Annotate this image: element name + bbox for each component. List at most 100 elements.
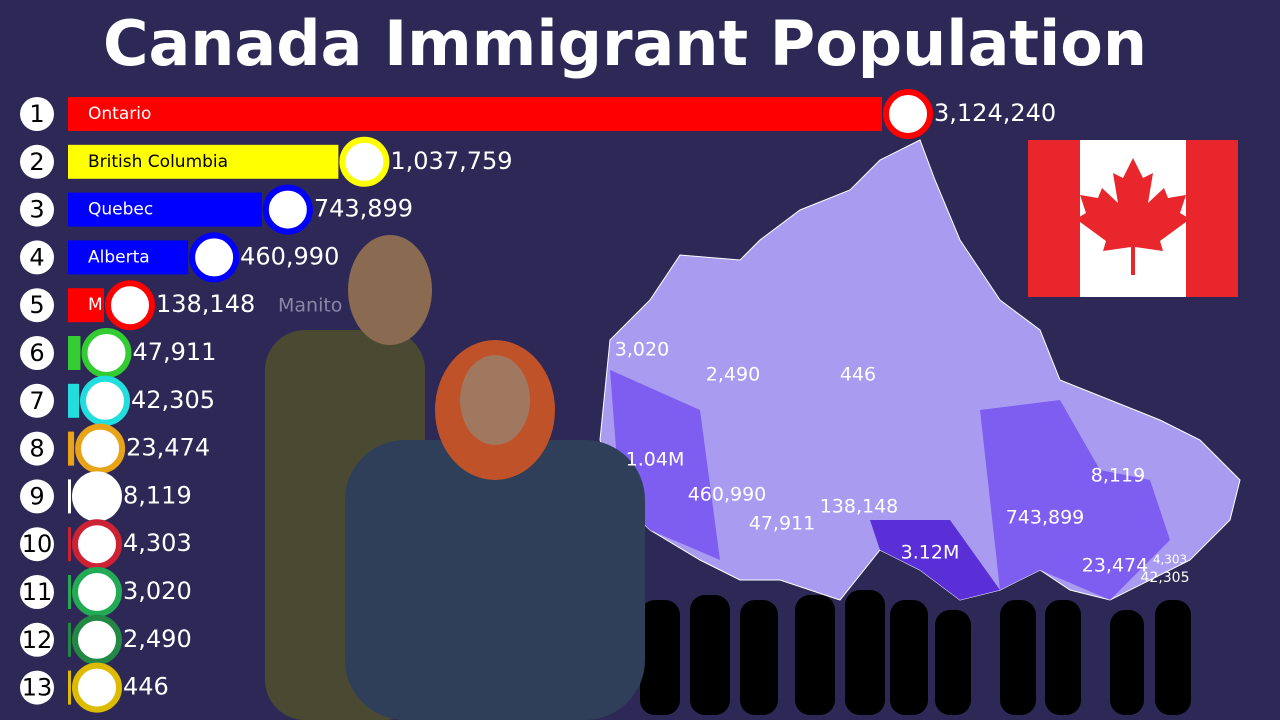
rank-badge xyxy=(20,97,54,131)
bar xyxy=(68,192,262,227)
rank-label: 5 xyxy=(29,291,44,319)
value-label: 460,990 xyxy=(240,242,339,270)
value-label: 8,119 xyxy=(123,481,192,509)
rank-badge xyxy=(20,622,54,657)
map-label: 42,305 xyxy=(1141,570,1190,586)
silhouette xyxy=(845,590,885,715)
figure-woman xyxy=(345,440,645,720)
map-label: 743,899 xyxy=(1006,507,1085,529)
silhouette xyxy=(890,600,928,715)
silhouette xyxy=(935,610,971,715)
chart-title: Canada Immigrant Population xyxy=(103,7,1147,80)
bar xyxy=(68,240,189,275)
flag-icon xyxy=(72,614,122,665)
value-label: 138,148 xyxy=(156,290,255,318)
flag-icon xyxy=(339,136,390,187)
rank-label: 8 xyxy=(29,435,44,463)
flag-icon xyxy=(80,375,131,426)
bar xyxy=(68,336,81,370)
maple-leaf xyxy=(1076,158,1190,275)
silhouette xyxy=(1000,600,1036,715)
rank-label: 2 xyxy=(29,148,44,176)
annotation: Manito xyxy=(278,295,342,317)
category-label: M xyxy=(88,295,103,315)
value-label: 3,020 xyxy=(123,577,192,605)
category-label: Quebec xyxy=(88,200,153,220)
map-label: 2,490 xyxy=(706,364,760,386)
value-label: 42,305 xyxy=(131,386,215,414)
figure-woman-head xyxy=(460,355,530,445)
bar xyxy=(68,575,71,609)
bar xyxy=(68,144,339,179)
value-label: 1,037,759 xyxy=(390,147,512,175)
rank-badge xyxy=(20,670,54,705)
flag-band xyxy=(1186,140,1238,297)
map-label: 23,474 xyxy=(1082,555,1148,577)
map-label: 138,148 xyxy=(820,496,899,518)
map-label: 8,119 xyxy=(1091,465,1145,487)
silhouette xyxy=(1045,600,1081,715)
flag-icon xyxy=(883,89,933,139)
map-label: 4,303 xyxy=(1153,553,1187,567)
bar xyxy=(68,622,71,657)
rank-label: 12 xyxy=(22,626,53,654)
rank-badge xyxy=(20,144,54,179)
flag-band xyxy=(1028,140,1080,297)
illustration xyxy=(265,235,645,720)
rank-label: 3 xyxy=(29,196,44,224)
value-label: 446 xyxy=(123,673,169,701)
rank-badge xyxy=(20,288,54,323)
map-label: 47,911 xyxy=(749,513,815,535)
flag-icon xyxy=(189,232,240,283)
flag-icon xyxy=(104,280,155,331)
value-label: 4,303 xyxy=(123,529,192,557)
rank-badge xyxy=(20,431,54,466)
silhouette xyxy=(1110,610,1144,715)
bar xyxy=(68,97,882,131)
rank-badge xyxy=(20,192,54,227)
rank-label: 1 xyxy=(29,100,44,128)
people-silhouettes xyxy=(640,590,1191,715)
flag-icon xyxy=(81,328,132,378)
map-region xyxy=(980,400,1170,600)
flag-icon xyxy=(72,519,122,570)
rank-label: 7 xyxy=(29,387,44,415)
rank-label: 13 xyxy=(22,674,53,702)
bar xyxy=(68,288,104,323)
map-label: 3,020 xyxy=(615,339,669,361)
bar xyxy=(68,479,71,514)
category-label: British Columbia xyxy=(88,152,228,172)
flag-icon xyxy=(262,184,313,235)
flag-icon xyxy=(72,662,122,713)
bar xyxy=(68,527,71,562)
map-label: 3.12M xyxy=(901,542,960,564)
silhouette xyxy=(640,600,680,715)
canada-flag xyxy=(1028,140,1238,297)
map-label: 460,990 xyxy=(688,484,767,506)
category-label: Alberta xyxy=(88,247,150,267)
rank-label: 4 xyxy=(29,243,44,271)
bar xyxy=(68,383,80,418)
silhouette xyxy=(795,595,835,715)
flag-icon xyxy=(72,567,122,617)
map-label: 1.04M xyxy=(626,449,685,471)
value-label: 47,911 xyxy=(132,338,216,366)
bar xyxy=(68,670,71,705)
map-label: 446 xyxy=(840,364,876,386)
rank-label: 9 xyxy=(29,482,44,510)
silhouette xyxy=(690,595,730,715)
bar xyxy=(68,431,75,466)
flag-icon xyxy=(72,471,122,522)
rank-badge xyxy=(20,479,54,514)
rank-badge xyxy=(20,575,54,609)
rank-label: 10 xyxy=(22,530,53,558)
rank-badge xyxy=(20,240,54,275)
silhouette xyxy=(1155,600,1191,715)
rank-badge xyxy=(20,527,54,562)
map-region xyxy=(870,520,1000,600)
category-label: Ontario xyxy=(88,104,151,124)
rank-badge xyxy=(20,336,54,370)
rank-label: 6 xyxy=(29,339,44,367)
value-label: 3,124,240 xyxy=(934,99,1056,127)
